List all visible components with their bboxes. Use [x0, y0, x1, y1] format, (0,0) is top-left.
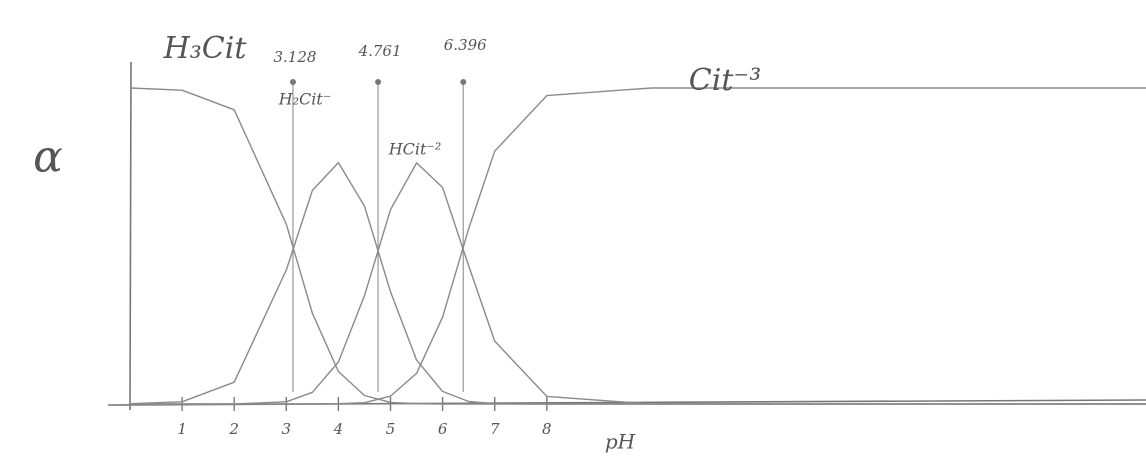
- pka-dot: [289, 79, 296, 85]
- species-label: H₃Cit: [163, 31, 248, 66]
- species-curve: [129, 161, 1146, 405]
- pka-dot: [375, 79, 382, 85]
- x-tick-label: 8: [542, 420, 552, 438]
- pka-dot: [460, 79, 467, 85]
- species-label: HCit⁻²: [388, 140, 442, 159]
- x-tick-label: 4: [333, 420, 344, 438]
- pka-label: 3.128: [274, 48, 317, 66]
- x-tick-label: 6: [438, 420, 448, 438]
- x-tick-label: 2: [228, 420, 239, 438]
- pka-label: 4.761: [358, 42, 402, 60]
- y-axis-label: α: [33, 132, 63, 183]
- species-label: H₂Cit⁻: [278, 90, 332, 109]
- y-axis: [129, 61, 132, 411]
- x-tick-label: 7: [490, 420, 500, 438]
- pka-label: 6.396: [444, 36, 487, 54]
- species-curve: [130, 87, 1146, 405]
- x-tick-label: 1: [177, 420, 187, 438]
- species-label: Cit⁻³: [689, 63, 761, 98]
- x-tick-label: 5: [386, 420, 396, 438]
- x-axis-label: pH: [605, 430, 636, 454]
- x-tick-label: 3: [282, 420, 292, 438]
- species-curve: [129, 87, 1146, 405]
- species-curve: [130, 162, 1146, 405]
